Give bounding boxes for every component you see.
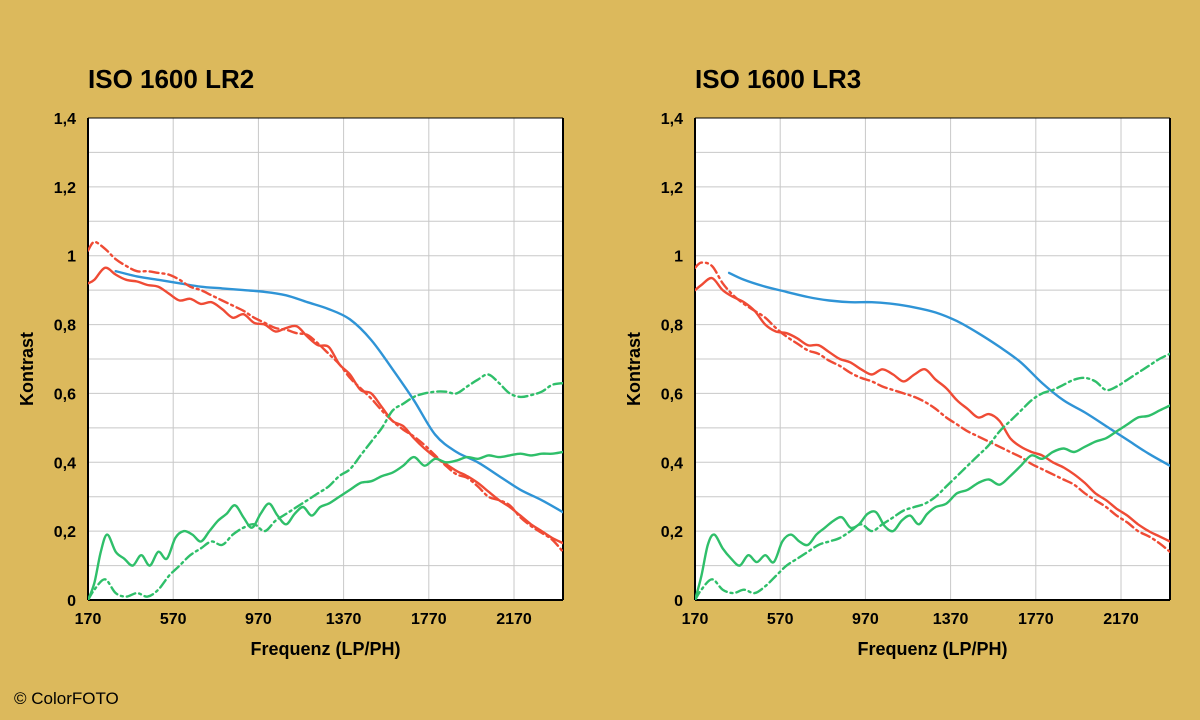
y-tick-label: 0,6 — [661, 386, 683, 403]
series-green-dashdot — [695, 352, 1170, 600]
y-tick-label: 0 — [67, 593, 76, 610]
y-axis-label: Kontrast — [17, 332, 37, 406]
x-tick-label: 570 — [160, 611, 187, 628]
y-tick-label: 1 — [67, 249, 76, 266]
x-tick-label: 170 — [682, 611, 709, 628]
y-tick-label: 0,8 — [54, 318, 76, 335]
x-axis-label: Frequenz (LP/PH) — [250, 639, 400, 659]
series-green-solid — [88, 450, 563, 600]
copyright-text: © ColorFOTO — [14, 689, 119, 708]
y-tick-label: 1 — [674, 249, 683, 266]
series-blue-solid — [114, 270, 563, 514]
x-tick-label: 2170 — [496, 611, 532, 628]
chart-title: ISO 1600 LR3 — [695, 64, 861, 94]
y-tick-label: 1,2 — [54, 180, 76, 197]
y-tick-label: 0,8 — [661, 318, 683, 335]
y-tick-label: 0,4 — [661, 455, 683, 472]
y-tick-label: 0,6 — [54, 386, 76, 403]
chart-lr3: ISO 1600 LR3 0 0,2 0,4 0,6 0,8 1 1,2 1,4 170 570 97… — [624, 64, 1171, 659]
series-red-solid — [695, 276, 1170, 543]
x-tick-label: 1770 — [1018, 611, 1054, 628]
y-tick-label: 0,2 — [661, 524, 683, 541]
y-tick-label: 0 — [674, 593, 683, 610]
x-tick-label: 1370 — [933, 611, 969, 628]
x-tick-label: 570 — [767, 611, 794, 628]
series-blue-solid — [727, 271, 1170, 467]
x-tick-label: 2170 — [1103, 611, 1139, 628]
x-tick-label: 170 — [75, 611, 102, 628]
y-axis-label: Kontrast — [624, 332, 644, 406]
series-green-dashdot — [88, 373, 563, 600]
y-tick-label: 0,4 — [54, 455, 76, 472]
x-tick-label: 970 — [852, 611, 879, 628]
series-green-solid — [695, 404, 1170, 600]
x-tick-label: 970 — [245, 611, 272, 628]
y-tick-label: 1,2 — [661, 180, 683, 197]
y-tick-label: 0,2 — [54, 524, 76, 541]
y-tick-label: 1,4 — [54, 111, 76, 128]
x-tick-label: 1370 — [326, 611, 362, 628]
chart-title: ISO 1600 LR2 — [88, 64, 254, 94]
series-red-dashdot — [88, 240, 563, 553]
x-axis-label: Frequenz (LP/PH) — [857, 639, 1007, 659]
chart-lr2: ISO 1600 LR2 0 0,2 0,4 0,6 0,8 1 1,2 1,4 170 570 97… — [17, 64, 564, 659]
y-tick-label: 1,4 — [661, 111, 683, 128]
x-tick-label: 1770 — [411, 611, 447, 628]
series-red-dashdot — [695, 261, 1170, 553]
series-red-solid — [88, 266, 563, 545]
